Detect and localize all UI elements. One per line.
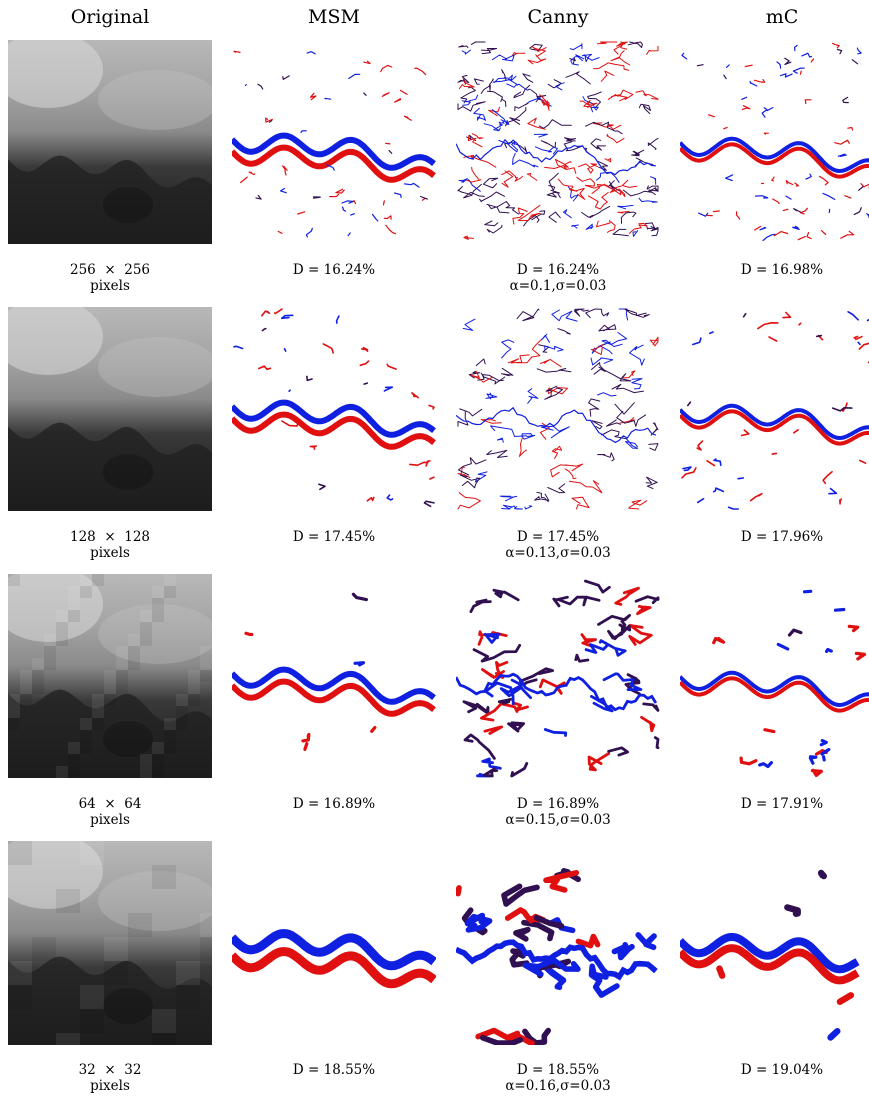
canny-d-value: D = 18.55% xyxy=(516,1062,600,1078)
msm-edge-map-64 xyxy=(232,574,436,778)
mc-edge-map-256 xyxy=(680,40,869,244)
msm-edge-map-32 xyxy=(232,841,436,1045)
mc-caption: D = 17.91% xyxy=(740,796,824,812)
msm-caption: D = 18.55% xyxy=(292,1062,376,1078)
canny-d-value: D = 16.89% xyxy=(516,796,600,812)
msm-caption: D = 16.89% xyxy=(292,796,376,812)
unit-label: pixels xyxy=(90,1078,130,1094)
canny-d-value: D = 16.24% xyxy=(516,262,600,278)
mc-caption: D = 16.98% xyxy=(740,262,824,278)
resolution-label: 32 × 32 xyxy=(78,1062,142,1078)
mc-caption: D = 19.04% xyxy=(740,1062,824,1078)
resolution-label: 64 × 64 xyxy=(78,796,142,812)
canny-edge-map-256 xyxy=(456,40,660,244)
canny-edge-map-64 xyxy=(456,574,660,778)
mc-caption: D = 17.96% xyxy=(740,529,824,545)
unit-label: pixels xyxy=(90,278,130,294)
resolution-caption: 256 × 256 pixels xyxy=(5,262,215,294)
msm-edge-map-128 xyxy=(232,307,436,511)
original-image-64 xyxy=(8,574,212,778)
msm-caption: D = 17.45% xyxy=(292,529,376,545)
resolution-caption: 64 × 64 pixels xyxy=(5,796,215,828)
canny-params: α=0.1,σ=0.03 xyxy=(509,278,607,294)
msm-edge-map-256 xyxy=(232,40,436,244)
mc-edge-map-128 xyxy=(680,307,869,511)
canny-params: α=0.15,σ=0.03 xyxy=(505,812,611,828)
canny-params: α=0.16,σ=0.03 xyxy=(505,1078,611,1094)
canny-edge-map-128 xyxy=(456,307,660,511)
unit-label: pixels xyxy=(90,812,130,828)
mc-edge-map-32 xyxy=(680,841,869,1045)
canny-params: α=0.13,σ=0.03 xyxy=(505,545,611,561)
unit-label: pixels xyxy=(90,545,130,561)
canny-caption: D = 16.24% α=0.1,σ=0.03 xyxy=(453,262,663,294)
original-image-256 xyxy=(8,40,212,244)
canny-caption: D = 17.45% α=0.13,σ=0.03 xyxy=(453,529,663,561)
column-header-mc: mC xyxy=(765,6,799,28)
msm-caption: D = 16.24% xyxy=(292,262,376,278)
resolution-caption: 128 × 128 pixels xyxy=(5,529,215,561)
resolution-label: 256 × 256 xyxy=(69,262,150,278)
canny-edge-map-32 xyxy=(456,841,660,1045)
column-header-original: Original xyxy=(70,6,150,28)
canny-caption: D = 18.55% α=0.16,σ=0.03 xyxy=(453,1062,663,1094)
column-header-canny: Canny xyxy=(527,6,589,28)
original-image-32 xyxy=(8,841,212,1045)
canny-d-value: D = 17.45% xyxy=(516,529,600,545)
original-image-128 xyxy=(8,307,212,511)
resolution-caption: 32 × 32 pixels xyxy=(5,1062,215,1094)
mc-edge-map-64 xyxy=(680,574,869,778)
resolution-label: 128 × 128 xyxy=(69,529,150,545)
canny-caption: D = 16.89% α=0.15,σ=0.03 xyxy=(453,796,663,828)
column-header-msm: MSM xyxy=(308,6,360,28)
